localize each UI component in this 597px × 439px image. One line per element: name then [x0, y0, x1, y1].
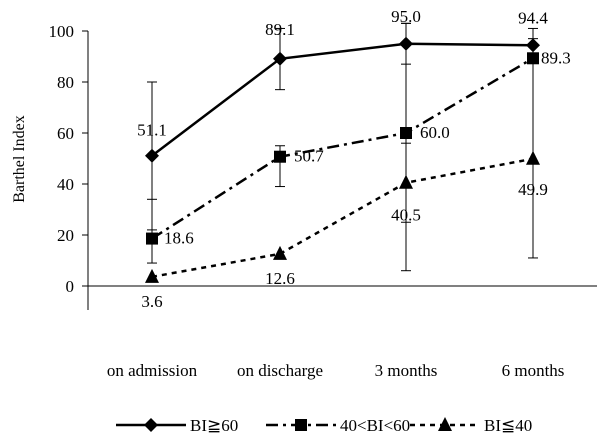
legend-label: BI≦40 [484, 416, 532, 435]
data-label: 89.1 [265, 20, 295, 39]
x-category-label: 3 months [375, 361, 438, 380]
axes [87, 31, 597, 310]
data-label: 95.0 [391, 7, 421, 26]
series-marker [399, 36, 413, 51]
data-label: 94.4 [518, 8, 548, 27]
data-label: 40.5 [391, 206, 421, 225]
data-label: 12.6 [265, 269, 295, 288]
y-tick-label: 0 [66, 277, 75, 296]
series-marker [273, 51, 287, 66]
legend-marker [438, 417, 452, 431]
data-label: 60.0 [420, 123, 450, 142]
y-axis-label: Barthel Index [11, 115, 28, 203]
error-bars [147, 22, 538, 272]
series-marker [527, 52, 539, 65]
series-marker [273, 245, 287, 260]
data-label: 50.7 [294, 147, 324, 166]
series-marker [526, 38, 540, 53]
series-marker [526, 150, 540, 165]
series-marker [145, 148, 159, 163]
series-line [151, 42, 534, 157]
series-marker [399, 174, 413, 189]
series-marker [400, 127, 412, 139]
x-category-label: 6 months [502, 361, 565, 380]
series-marker [146, 232, 158, 245]
series-markers [145, 36, 540, 283]
x-category-label: on admission [107, 361, 198, 380]
x-category-label: on discharge [237, 361, 323, 380]
y-tick-label: 40 [57, 175, 74, 194]
y-tick-label: 60 [57, 124, 74, 143]
legend-marker [144, 418, 158, 432]
y-tick-label: 100 [49, 22, 75, 41]
y-ticks: 0 20 40 60 80 100 [49, 22, 88, 296]
legend-label: 40<BI<60 [340, 416, 410, 435]
series-line [151, 57, 534, 240]
data-label: 49.9 [518, 180, 548, 199]
series-lines [151, 42, 534, 279]
data-label: 89.3 [541, 48, 571, 67]
data-label: 18.6 [164, 229, 194, 248]
series-marker [274, 150, 286, 163]
y-tick-label: 80 [57, 73, 74, 92]
series-line [151, 157, 534, 279]
data-labels: 51.1 89.1 95.0 94.4 18.6 50.7 60.0 89.3 3.6 12.6 4… [137, 7, 571, 311]
data-label: 51.1 [137, 121, 167, 140]
data-label: 3.6 [141, 292, 162, 311]
y-tick-label: 20 [57, 226, 74, 245]
series-marker [145, 268, 159, 283]
x-categories: on admission on discharge 3 months 6 months [107, 361, 565, 380]
legend-marker [295, 419, 307, 431]
legend-label: BI≧60 [190, 416, 238, 435]
legend: BI≧60 40<BI<60 BI≦40 [116, 416, 532, 435]
